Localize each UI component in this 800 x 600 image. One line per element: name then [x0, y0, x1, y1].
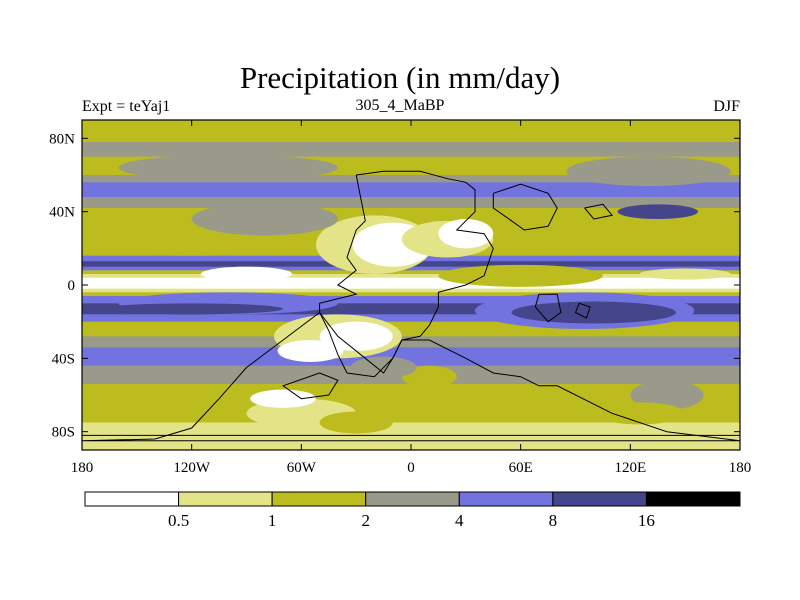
- colorbar-swatch: [84, 491, 180, 507]
- contour-patch: [639, 268, 731, 280]
- colorbar-swatch: [178, 491, 273, 507]
- contour-field: [82, 120, 740, 450]
- contour-patch: [200, 266, 293, 282]
- contour-patch: [118, 154, 338, 181]
- colorbar-swatch: [645, 491, 741, 507]
- y-tick-label: 40N: [49, 205, 75, 221]
- x-tick-label: 120E: [614, 460, 646, 476]
- colorbar: 0.5 1 2 4 8 16: [84, 491, 741, 530]
- colorbar-swatch: [365, 491, 460, 507]
- chart-title: Precipitation (in mm/day): [239, 60, 561, 95]
- contour-patch: [617, 204, 698, 220]
- experiment-label: Expt = teYaj1: [82, 98, 171, 115]
- contour-patch: [191, 202, 338, 236]
- colorbar-label: 4: [455, 511, 464, 530]
- contour-band: [82, 347, 740, 366]
- x-tick-label: 0: [407, 460, 415, 476]
- y-tick-label: 80S: [52, 425, 75, 441]
- colorbar-swatch: [271, 491, 367, 507]
- x-tick-label: 180: [729, 460, 752, 476]
- contour-patch: [438, 264, 603, 287]
- coastline: [574, 302, 591, 319]
- period-label: 305_4_MaBP: [355, 97, 445, 114]
- contour-patch: [593, 402, 686, 425]
- contour-patch: [438, 219, 494, 249]
- colorbar-label: 0.5: [168, 511, 189, 530]
- contour-patch: [100, 303, 284, 315]
- contour-patch: [82, 233, 302, 256]
- colorbar-swatch: [552, 491, 647, 507]
- colorbar-label: 16: [638, 511, 655, 530]
- coastline: [82, 312, 740, 442]
- contour-band: [82, 303, 740, 315]
- x-tick-label: 120W: [173, 460, 211, 476]
- season-label: DJF: [713, 98, 740, 115]
- x-tick-label: 180: [71, 460, 94, 476]
- contour-patch: [277, 340, 344, 362]
- y-tick-label: 0: [68, 278, 76, 294]
- contour-band: [82, 277, 740, 289]
- contour-patch: [319, 321, 393, 352]
- colorbar-label: 8: [549, 511, 558, 530]
- colorbar-swatch: [458, 491, 554, 507]
- coastline: [282, 372, 339, 400]
- paleo-coastlines: [82, 170, 740, 442]
- contour-patch: [630, 380, 704, 410]
- coastline: [584, 203, 614, 220]
- coastline: [319, 170, 494, 374]
- contour-band: [82, 182, 740, 197]
- contour-band: [82, 142, 740, 157]
- map-axes: 180 120W 60W 0 60E 120E 180 80N 40N 0 40S 80S: [49, 120, 751, 476]
- contour-patch: [319, 411, 393, 434]
- x-tick-label: 60E: [509, 460, 533, 476]
- contour-patch: [401, 365, 457, 388]
- coastline: [492, 183, 558, 231]
- x-tick-label: 60W: [287, 460, 317, 476]
- contour-patch: [250, 389, 316, 408]
- y-tick-label: 80N: [49, 131, 75, 147]
- y-tick-label: 40S: [52, 351, 75, 367]
- contour-patch: [566, 156, 731, 186]
- coastline: [534, 293, 562, 323]
- colorbar-label: 2: [361, 511, 370, 530]
- colorbar-label: 1: [268, 511, 277, 530]
